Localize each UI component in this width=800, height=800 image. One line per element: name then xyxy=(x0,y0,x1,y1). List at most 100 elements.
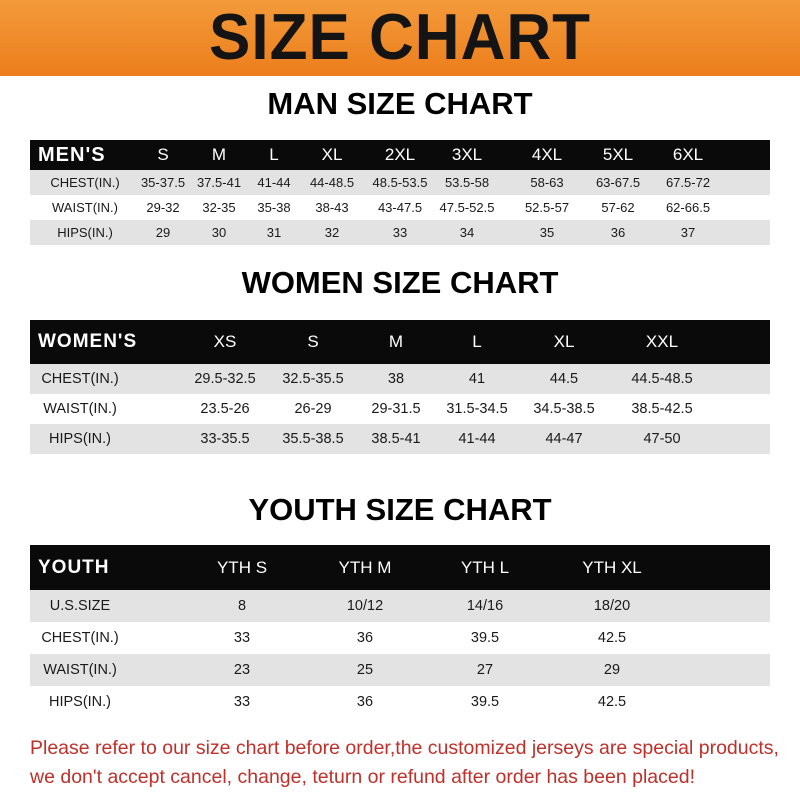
measurement-cell: 31.5-34.5 xyxy=(446,401,508,417)
measurement-cell: 10/12 xyxy=(346,598,384,614)
measurement-cell: 38-43 xyxy=(315,200,349,215)
measurement-cell: 33 xyxy=(233,630,251,646)
measurement-cell: 29 xyxy=(603,662,621,678)
row-label: HIPS(IN.) xyxy=(48,431,112,447)
measurement-cell: 32-35 xyxy=(202,200,236,215)
measurement-cell: 53.5-58 xyxy=(444,175,490,190)
measurement-cell: 34.5-38.5 xyxy=(533,401,595,417)
table-row: HIPS(IN.) 29 30 31 32 33 34 35 36 37 xyxy=(30,220,770,245)
measurement-cell: 30 xyxy=(211,225,227,240)
measurement-cell: 23.5-26 xyxy=(200,401,250,417)
measurement-cell: 37.5-41 xyxy=(196,175,242,190)
table-corner-label: YOUTH xyxy=(38,557,110,578)
measurement-cell: 63-67.5 xyxy=(595,175,641,190)
measurement-cell: 32 xyxy=(324,225,340,240)
measurement-cell: 37 xyxy=(680,225,696,240)
measurement-cell: 36 xyxy=(356,630,374,646)
measurement-cell: 34 xyxy=(459,225,475,240)
measurement-cell: 58-63 xyxy=(530,175,564,190)
measurement-cell: 8 xyxy=(237,598,247,614)
table-corner-label: MEN'S xyxy=(38,144,106,166)
measurement-cell: 48.5-53.5 xyxy=(372,175,428,190)
measurement-cell: 29-32 xyxy=(146,200,180,215)
measurement-cell: 23 xyxy=(233,662,251,678)
row-label: CHEST(IN.) xyxy=(41,630,119,646)
size-column-header: S xyxy=(157,145,169,164)
measurement-cell: 39.5 xyxy=(470,694,500,710)
measurement-cell: 35.5-38.5 xyxy=(282,431,344,447)
size-column-header: S xyxy=(307,332,319,351)
measurement-cell: 38.5-41 xyxy=(371,431,421,447)
measurement-cell: 38.5-42.5 xyxy=(631,401,693,417)
measurement-cell: 29.5-32.5 xyxy=(194,371,256,387)
measurement-cell: 47.5-52.5 xyxy=(439,200,495,215)
table-row: WAIST(IN.) 23.5-26 26-29 29-31.5 31.5-34.5 34… xyxy=(30,394,770,424)
size-column-header: YTH M xyxy=(338,558,392,577)
table-row: U.S.SIZE 8 10/12 14/16 18/20 xyxy=(30,590,770,622)
table-corner-label: WOMEN'S xyxy=(38,331,138,352)
measurement-cell: 42.5 xyxy=(597,694,627,710)
measurement-cell: 52.5-57 xyxy=(524,200,570,215)
women-section-title: WOMEN SIZE CHART xyxy=(241,265,559,300)
size-column-header: 4XL xyxy=(531,145,563,164)
size-column-header: XL xyxy=(553,332,575,351)
men-section-title: MAN SIZE CHART xyxy=(267,86,533,121)
row-label: HIPS(IN.) xyxy=(48,694,112,710)
size-column-header: 2XL xyxy=(384,145,416,164)
size-column-header: 6XL xyxy=(672,145,704,164)
measurement-cell: 62-66.5 xyxy=(665,200,711,215)
measurement-cell: 41 xyxy=(468,371,486,387)
size-column-header: XS xyxy=(213,332,237,351)
measurement-cell: 36 xyxy=(356,694,374,710)
row-label: WAIST(IN.) xyxy=(52,200,118,215)
measurement-cell: 35 xyxy=(539,225,555,240)
size-column-header: XXL xyxy=(645,332,679,351)
table-row: CHEST(IN.) 29.5-32.5 32.5-35.5 38 41 44.5 44.5… xyxy=(30,364,770,394)
size-column-header: L xyxy=(269,145,279,164)
measurement-cell: 18/20 xyxy=(593,598,631,614)
measurement-cell: 35-37.5 xyxy=(140,175,186,190)
measurement-cell: 29-31.5 xyxy=(371,401,421,417)
row-label: WAIST(IN.) xyxy=(43,662,117,678)
size-column-header: M xyxy=(211,145,227,164)
measurement-cell: 29 xyxy=(155,225,171,240)
table-header-row: WOMEN'S XS S M L XL XXL xyxy=(30,320,770,364)
measurement-cell: 41-44 xyxy=(458,431,496,447)
measurement-cell: 14/16 xyxy=(466,598,504,614)
size-column-header: XL xyxy=(321,145,343,164)
table-row: WAIST(IN.) 23 25 27 29 xyxy=(30,654,770,686)
measurement-cell: 25 xyxy=(356,662,374,678)
row-label: U.S.SIZE xyxy=(49,598,111,614)
size-column-header: 5XL xyxy=(602,145,634,164)
measurement-cell: 38 xyxy=(387,371,405,387)
measurement-cell: 47-50 xyxy=(643,431,681,447)
row-label: HIPS(IN.) xyxy=(57,225,113,240)
measurement-cell: 44-48.5 xyxy=(309,175,355,190)
table-row: HIPS(IN.) 33-35.5 35.5-38.5 38.5-41 41-44 44-… xyxy=(30,424,770,454)
title-banner: SIZE CHART xyxy=(0,0,800,76)
table-row: CHEST(IN.) 33 36 39.5 42.5 xyxy=(30,622,770,654)
measurement-cell: 33-35.5 xyxy=(200,431,250,447)
measurement-cell: 31 xyxy=(266,225,282,240)
table-row: HIPS(IN.) 33 36 39.5 42.5 xyxy=(30,686,770,718)
order-notice: Please refer to our size chart before or… xyxy=(30,734,790,792)
size-column-header: L xyxy=(472,332,482,351)
size-column-header: YTH L xyxy=(460,558,510,577)
table-header-row: MEN'S S M L XL 2XL 3XL 4XL 5XL 6XL xyxy=(30,140,770,170)
youth-section-title: YOUTH SIZE CHART xyxy=(248,492,552,527)
measurement-cell: 44.5 xyxy=(549,371,579,387)
measurement-cell: 42.5 xyxy=(597,630,627,646)
measurement-cell: 33 xyxy=(233,694,251,710)
notice-line: we don't accept cancel, change, teturn o… xyxy=(30,766,695,788)
measurement-cell: 36 xyxy=(610,225,626,240)
size-column-header: M xyxy=(388,332,404,351)
measurement-cell: 43-47.5 xyxy=(377,200,423,215)
notice-line: Please refer to our size chart before or… xyxy=(30,737,779,759)
table-row: WAIST(IN.) 29-32 32-35 35-38 38-43 43-47.5 47.… xyxy=(30,195,770,220)
row-label: CHEST(IN.) xyxy=(50,175,120,190)
row-label: WAIST(IN.) xyxy=(43,401,117,417)
page-title: SIZE CHART xyxy=(209,1,591,74)
table-row: CHEST(IN.) 35-37.5 37.5-41 41-44 44-48.5 48.5… xyxy=(30,170,770,195)
measurement-cell: 39.5 xyxy=(470,630,500,646)
measurement-cell: 57-62 xyxy=(601,200,635,215)
